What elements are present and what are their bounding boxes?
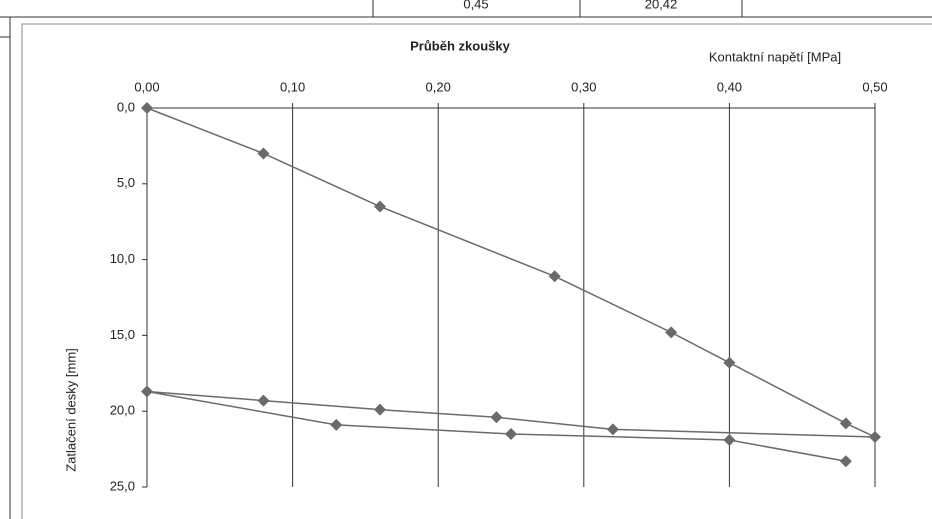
data-point bbox=[869, 430, 881, 443]
data-point bbox=[257, 147, 270, 160]
data-point bbox=[373, 403, 386, 416]
chart-title: Průběh zkoušky bbox=[410, 38, 510, 53]
chart-border bbox=[21, 23, 932, 519]
data-point bbox=[839, 455, 852, 468]
data-point bbox=[330, 418, 343, 431]
x-axis-label: Kontaktní napětí [MPa] bbox=[709, 49, 841, 64]
y-tick-label: 15,0 bbox=[110, 327, 135, 342]
data-point bbox=[490, 411, 503, 424]
table-cell: 0,45 bbox=[463, 0, 488, 11]
y-tick-label: 25,0 bbox=[110, 478, 135, 493]
data-point bbox=[257, 394, 270, 407]
y-tick-label: 5,0 bbox=[117, 175, 135, 190]
data-point bbox=[665, 326, 678, 339]
data-point bbox=[505, 427, 517, 440]
data-point bbox=[606, 423, 619, 436]
data-point bbox=[373, 200, 386, 213]
x-tick-label: 0,20 bbox=[426, 79, 451, 94]
x-tick-label: 0,10 bbox=[280, 79, 305, 94]
data-point bbox=[723, 356, 736, 369]
x-tick-label: 0,50 bbox=[862, 79, 887, 94]
y-tick-label: 10,0 bbox=[110, 251, 135, 266]
x-tick-label: 0,00 bbox=[134, 79, 159, 94]
y-tick-label: 20,0 bbox=[110, 403, 135, 418]
data-point bbox=[723, 434, 736, 447]
data-line bbox=[146, 107, 876, 462]
table-cell: 20,42 bbox=[645, 0, 678, 11]
x-tick-label: 0,40 bbox=[717, 79, 742, 94]
data-point bbox=[548, 270, 561, 283]
x-tick-label: 0,30 bbox=[571, 79, 596, 94]
y-axis-label: Zatlačení desky [mm] bbox=[63, 348, 78, 472]
data-point bbox=[839, 417, 852, 430]
data-point bbox=[141, 385, 153, 398]
data-point bbox=[141, 102, 153, 114]
y-tick-label: 0,0 bbox=[117, 99, 135, 114]
